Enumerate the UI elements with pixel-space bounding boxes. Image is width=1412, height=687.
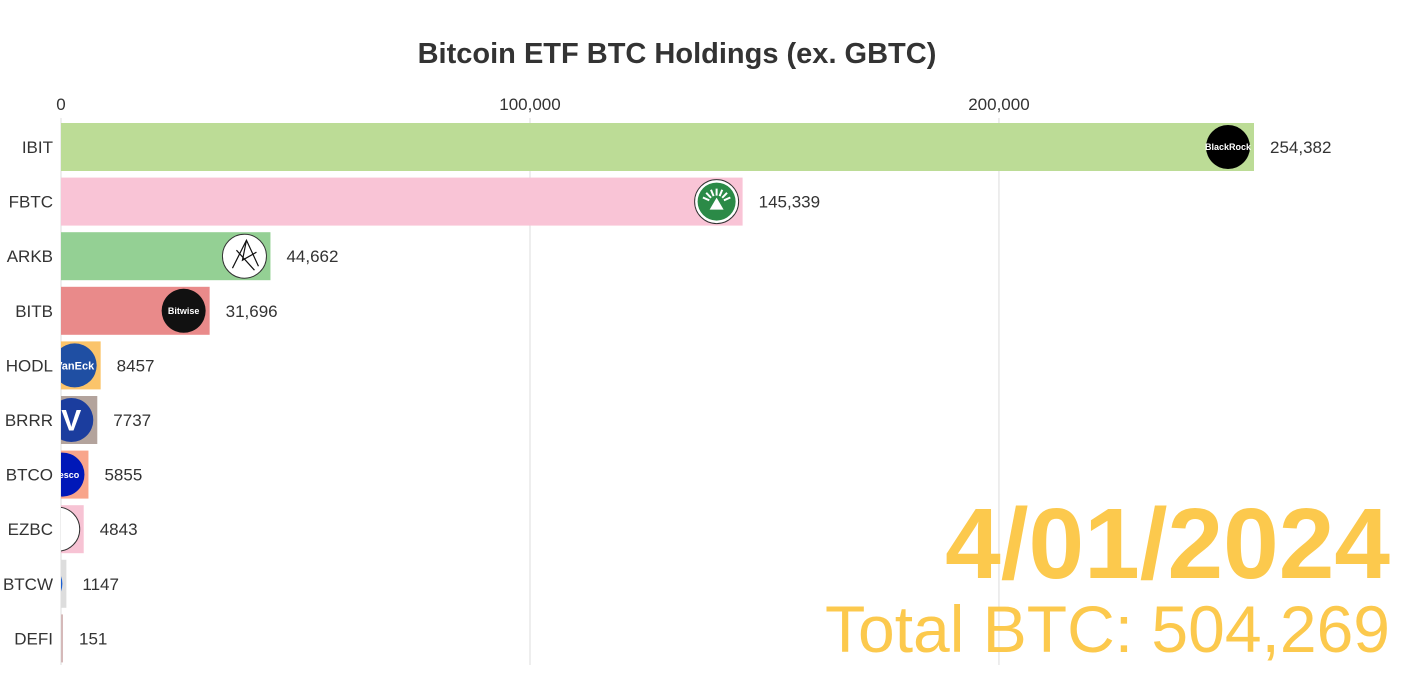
vaneck-logo: VanEck (55, 343, 97, 388)
category-label: EZBC (8, 520, 53, 539)
chart-title: Bitcoin ETF BTC Holdings (ex. GBTC) (418, 38, 937, 70)
value-label: 1147 (82, 575, 119, 594)
value-label: 5855 (104, 466, 142, 485)
wisdomtree-logo (61, 576, 63, 592)
value-label: 31,696 (226, 302, 278, 321)
category-label: BRRR (5, 411, 53, 430)
grid-lines: 0 100,000 200,000 (56, 95, 1030, 665)
value-label: 44,662 (286, 247, 338, 266)
category-label: IBIT (22, 138, 53, 157)
svg-text:Bitwise: Bitwise (168, 306, 200, 316)
franklin-logo (61, 506, 81, 552)
category-label: HODL (6, 356, 53, 375)
blackrock-logo: BlackRock (1205, 125, 1252, 169)
value-label: 8457 (117, 356, 155, 375)
svg-text:BlackRock: BlackRock (1205, 142, 1252, 152)
svg-text:V: V (61, 405, 81, 438)
value-label: 151 (79, 629, 107, 648)
bars: IBIT BlackRock 254,382 FBTC 145,339 ARKB 44,66… (3, 123, 1331, 663)
svg-text:VanEck: VanEck (55, 360, 95, 372)
value-label: 145,339 (759, 193, 820, 212)
date-label: 4/01/2024 (945, 488, 1390, 600)
bar-fbtc (61, 177, 743, 226)
x-tick-label: 100,000 (499, 95, 560, 114)
category-label: BITB (15, 302, 53, 321)
invesco-logo: Invesco (46, 452, 85, 497)
category-label: ARKB (7, 247, 53, 266)
svg-text:Invesco: Invesco (46, 470, 80, 480)
total-btc-label: Total BTC: 504,269 (825, 592, 1390, 666)
bar-defi (61, 614, 63, 663)
category-label: DEFI (14, 629, 53, 648)
fidelity-logo (694, 179, 740, 225)
bitwise-logo: Bitwise (161, 288, 206, 333)
ark-invest-logo (221, 233, 267, 279)
valkyrie-logo: V (61, 398, 94, 442)
value-label: 7737 (113, 411, 151, 430)
bar-btcw (61, 559, 67, 608)
category-label: BTCO (6, 466, 53, 485)
x-tick-label: 200,000 (968, 95, 1029, 114)
category-label: BTCW (3, 575, 53, 594)
category-label: FBTC (9, 193, 53, 212)
x-tick-label: 0 (56, 95, 65, 114)
value-label: 254,382 (1270, 138, 1331, 157)
bar-ibit (61, 123, 1254, 171)
value-label: 4843 (100, 520, 138, 539)
